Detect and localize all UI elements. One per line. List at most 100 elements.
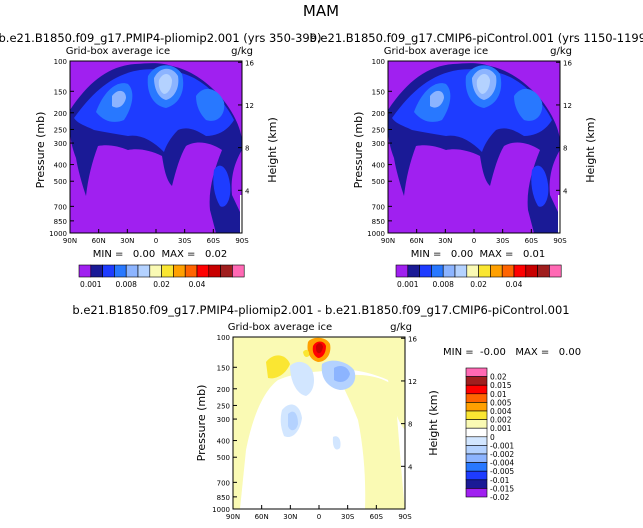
panel2-y2label: Height (km) [584,117,597,183]
panel3-ylabel: Pressure (mb) [195,385,208,462]
colorbar-swatch [78,264,92,278]
colorbar-label: -0.004 [490,459,514,468]
colorbar-swatch [501,264,515,278]
colorbar-swatch [137,264,151,278]
x-tick-label: 30N [120,237,134,245]
y-tick-label: 500 [217,454,230,462]
x-tick-label: 60S [525,237,539,245]
y-tick-label: 250 [217,402,230,410]
colorbar-swatch [466,264,479,278]
y-tick-label: 850 [54,218,67,226]
y-tick-label: 250 [54,126,67,134]
panel2-y2-ticks: 16 12 8 4 [556,59,572,195]
colorbar-swatch [114,264,127,278]
x-tick-label: 30S [341,513,355,521]
panel1-y-ticks: 100 150 200 250 300 400 500 700 850 1000 [49,58,74,238]
panel1-ylabel: Pressure (mb) [34,112,47,189]
x-tick-label: 60S [370,513,384,521]
colorbar-label: 0.002 [490,416,512,425]
panel2-colorbar: 0.001 0.008 0.02 0.04 [395,264,562,289]
panel1-y2label: Height (km) [266,117,279,183]
y-tick-label: 1000 [367,230,385,238]
panel3-y2label: Height (km) [427,390,440,456]
panel1-x-ticks: 90N 60N 30N 0 30S 60S 90S [63,229,249,245]
colorbar-label: 0.02 [490,373,507,382]
y-tick-label: 100 [372,58,385,66]
colorbar-swatch [419,264,432,278]
colorbar-swatch [465,479,488,489]
colorbar-swatch [465,470,488,481]
panel3-subtitle: Grid-box average ice [228,322,332,333]
y-tick-label: 150 [217,364,230,372]
colorbar-swatch [465,445,488,455]
colorbar-label: -0.005 [490,467,514,476]
y-tick-label: 500 [372,178,385,186]
colorbar-label: -0.02 [490,493,510,502]
panel2-title: b.e21.B1850.f09_g17.CMIP6-piControl.001 … [309,31,643,45]
panel2-stats: MIN = 0.00 MAX = 0.01 [411,249,545,260]
x-tick-label: 60S [207,237,221,245]
y-tick-label: 100 [217,334,230,342]
colorbar-swatch [513,264,527,278]
colorbar-swatch [102,264,115,278]
x-tick-label: 60N [92,237,106,245]
panel1-stats: MIN = 0.00 MAX = 0.02 [93,249,227,260]
panel-pliomip2: b.e21.B1850.f09_g17.PMIP4-pliomip2.001 (… [0,31,322,289]
colorbar-swatch [220,264,233,278]
colorbar-label: 0.005 [490,398,512,407]
y-tick-label: 500 [54,178,67,186]
colorbar-swatch [161,264,174,278]
colorbar-swatch [478,264,491,278]
x-tick-label: 60N [410,237,424,245]
panel3-x-ticks: 90N 60N 30N 0 30S 60S 90S [226,505,412,521]
y-tick-label: 700 [54,203,67,211]
colorbar-label: 0.02 [153,280,170,289]
colorbar-swatch [465,462,488,472]
colorbar-swatch [184,264,198,278]
colorbar-label: 0.001 [80,280,102,289]
colorbar-swatch [208,264,221,278]
colorbar-swatch [431,264,444,278]
y-tick-label: 150 [54,88,67,96]
panel1-subtitle: Grid-box average ice [66,46,170,57]
colorbar-label: 0.04 [189,280,206,289]
colorbar-label: 0.001 [397,280,419,289]
colorbar-swatch [125,264,139,278]
y-tick-label: 200 [372,110,385,118]
panel1-units: g/kg [231,46,253,57]
colorbar-swatch [465,419,488,429]
colorbar-label: -0.002 [490,450,514,459]
y2-tick-label: 4 [408,463,413,471]
colorbar-swatch [395,264,409,278]
x-tick-label: 90S [398,513,412,521]
panel2-x-ticks: 90N 60N 30N 0 30S 60S 90S [381,229,567,245]
x-tick-label: 90S [553,237,567,245]
panel3-units: g/kg [390,322,412,333]
panel2-contours [388,63,560,233]
colorbar-swatch [173,264,186,278]
y2-tick-label: 12 [563,102,572,110]
colorbar-swatch [465,453,488,463]
colorbar-label: 0.008 [115,280,137,289]
colorbar-swatch [465,488,488,498]
panel1-title: b.e21.B1850.f09_g17.PMIP4-pliomip2.001 (… [0,31,322,45]
x-tick-label: 30S [496,237,510,245]
y-tick-label: 200 [217,386,230,394]
colorbar-swatch [465,410,488,420]
panel2-units: g/kg [550,46,572,57]
colorbar-label: 0 [490,433,495,442]
colorbar-swatch [232,264,245,278]
colorbar-label: 0.015 [490,381,512,390]
colorbar-label: -0.01 [490,476,510,485]
colorbar-label: 0.04 [506,280,523,289]
colorbar-swatch [407,264,420,278]
x-tick-label: 0 [317,513,321,521]
y2-tick-label: 4 [563,187,568,195]
colorbar-swatch [465,393,488,403]
y2-tick-label: 12 [245,102,254,110]
x-tick-label: 90N [63,237,77,245]
colorbar-swatch [149,264,162,278]
y-tick-label: 400 [54,162,67,170]
y-tick-label: 1000 [212,506,230,514]
